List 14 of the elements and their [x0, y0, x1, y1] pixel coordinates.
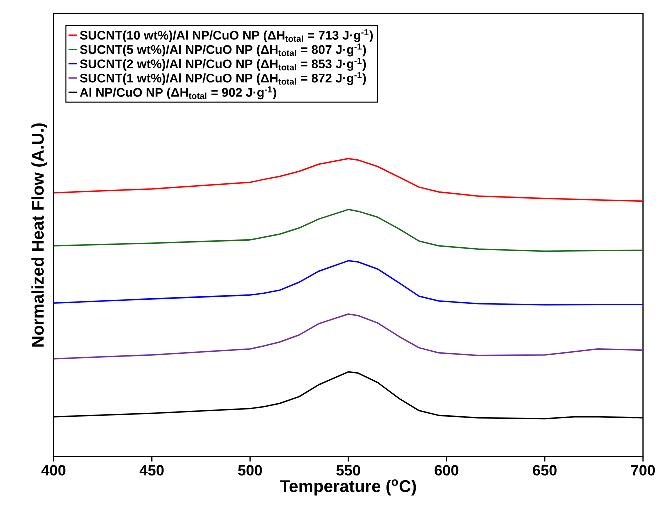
legend-label: SUCNT(2 wt%)/Al NP/CuO NP (ΔH$_{total}$ = 853 J·g$^{-1}$) — [80, 58, 366, 72]
x-tick-label: 550 — [336, 465, 360, 476]
legend-label: SUCNT(1 wt%)/Al NP/CuO NP (ΔH$_{total}$ = 872 J·g$^{-1}$) — [80, 72, 366, 86]
x-tick-label: 600 — [434, 465, 459, 476]
legend-label: SUCNT(5 wt%)/Al NP/CuO NP (ΔH$_{total}$ = 807 J·g$^{-1}$) — [80, 44, 366, 57]
x-axis-title: Temperature ($^{o}$C) — [280, 480, 416, 496]
x-tick-label: 450 — [140, 465, 164, 476]
x-tick-label: 650 — [533, 465, 557, 476]
y-axis-title: Normalized Heat Flow (A.U.) — [32, 124, 48, 348]
x-tick-label: 400 — [42, 465, 66, 476]
legend-label: SUCNT(10 wt%)/Al NP/CuO NP (ΔH$_{total}$ = 713 J·g$^{-1}$) — [80, 30, 374, 43]
x-tick-label: 500 — [238, 465, 262, 476]
legend-label: Al NP/CuO NP (ΔH$_{total}$ = 902 J·g$^{-1}$) — [80, 86, 276, 100]
x-tick-label: 700 — [631, 465, 656, 476]
